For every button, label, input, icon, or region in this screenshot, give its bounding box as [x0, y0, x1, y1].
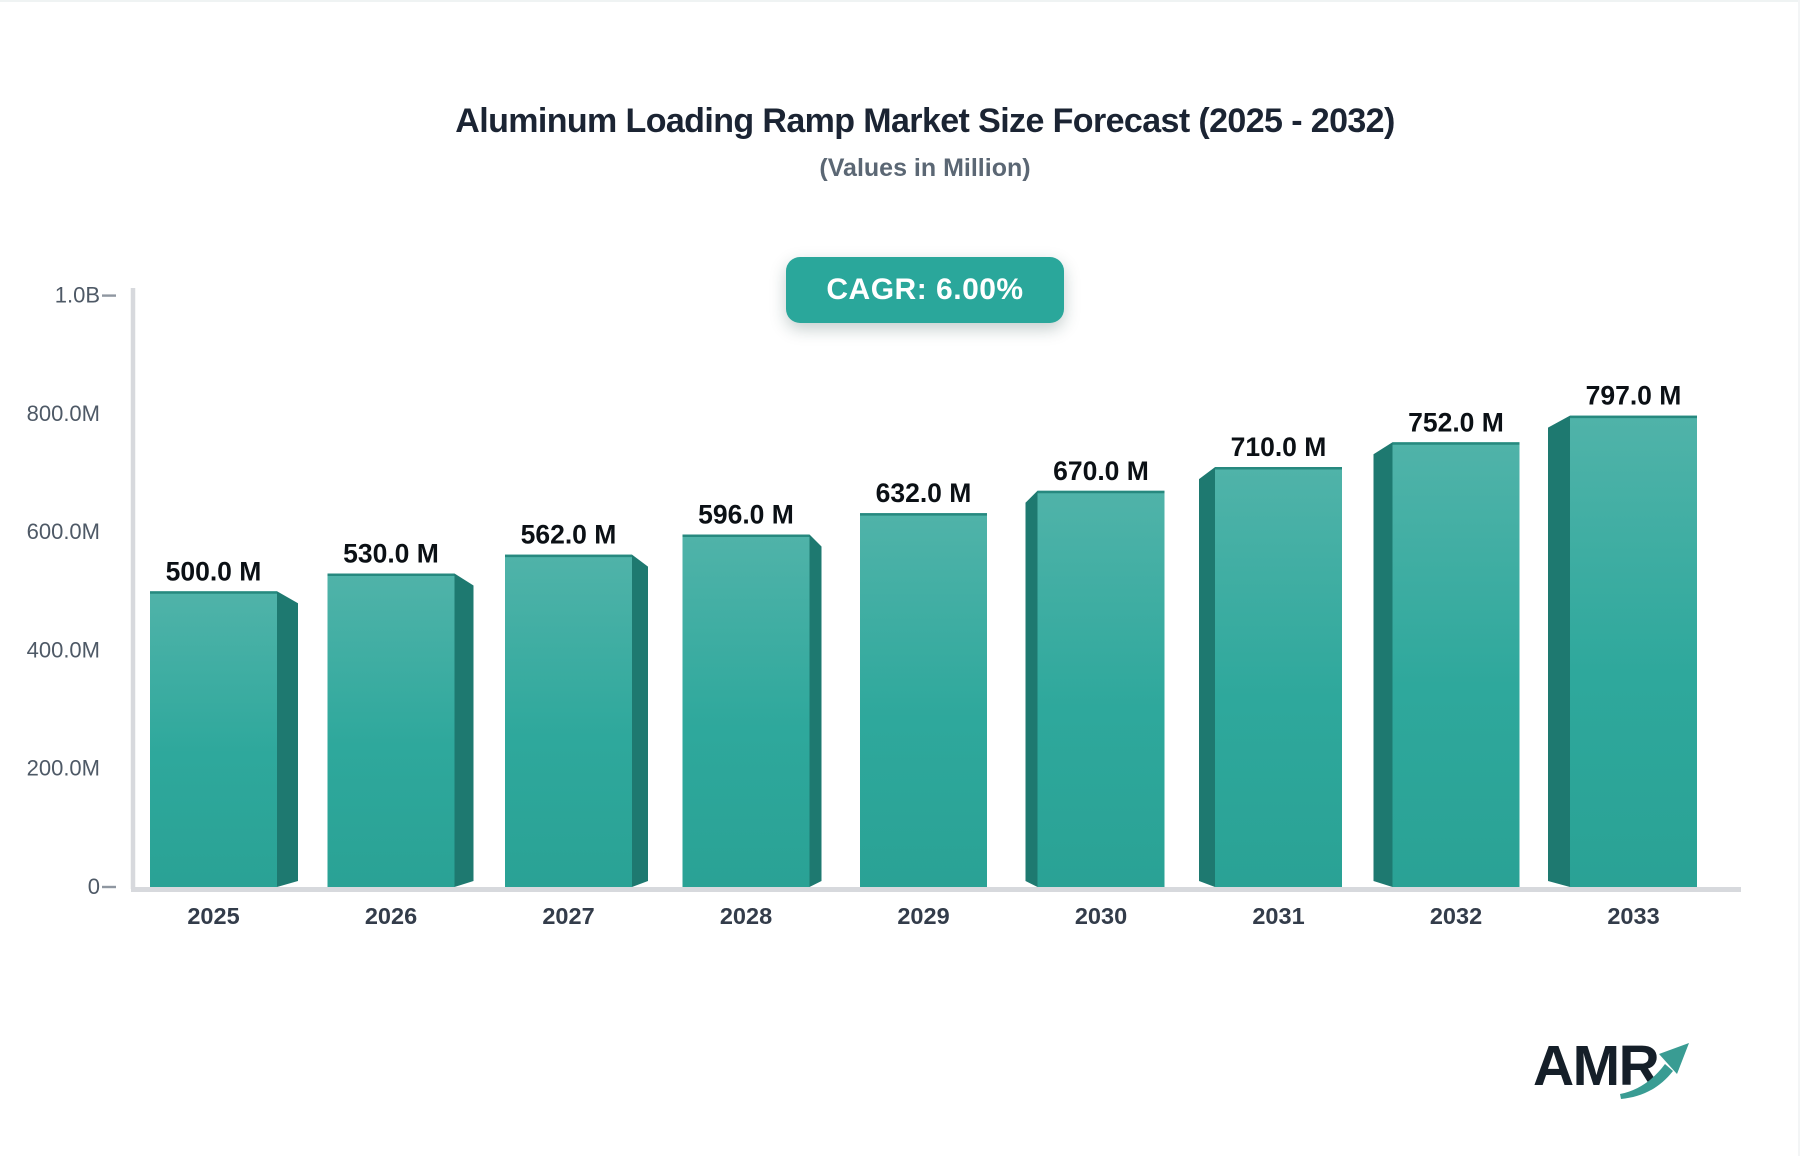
bar-2026[interactable]: [327, 573, 455, 887]
x-axis-tick-label: 2029: [897, 903, 949, 929]
bar-group-2027: 562.0 M 2027: [505, 520, 648, 929]
bar-2033[interactable]: [1570, 415, 1697, 887]
page-right-border: [1798, 0, 1800, 1156]
x-axis-tick-label: 2025: [187, 903, 239, 929]
x-axis-tick-label: 2028: [720, 903, 772, 929]
x-axis-tick-label: 2027: [542, 903, 594, 929]
chart-title: Aluminum Loading Ramp Market Size Foreca…: [455, 102, 1395, 140]
bar-group-2031: 710.0 M 2031: [1199, 432, 1342, 929]
bar-group-2030: 670.0 M 2030: [1025, 456, 1165, 929]
x-axis-tick-label: 2030: [1075, 903, 1127, 929]
x-axis-tick-label: 2026: [365, 903, 417, 929]
bar-value-label: 752.0 M: [1408, 407, 1504, 437]
trend-up-arrow-icon: [1620, 1043, 1689, 1099]
bar-side-panel: [1025, 490, 1038, 887]
bar-2027[interactable]: [505, 554, 632, 887]
bar-value-label: 670.0 M: [1053, 456, 1149, 486]
chart-subtitle: (Values in Million): [819, 153, 1031, 182]
bar-side-panel: [1548, 415, 1570, 887]
amr-logo: AMR: [1533, 1038, 1713, 1118]
bar-value-label: 710.0 M: [1231, 432, 1327, 462]
x-axis-tick-label: 2033: [1607, 903, 1659, 929]
bar-2031[interactable]: [1215, 467, 1342, 887]
y-axis-tick-label: 1.0B: [55, 283, 100, 308]
bar-2028[interactable]: [682, 534, 810, 887]
bar-value-label: 500.0 M: [166, 556, 262, 586]
bar-group-2029: 632.0 M 2029: [860, 478, 987, 929]
y-axis-tick-label: 200.0M: [27, 756, 100, 781]
bar-side-panel: [1199, 467, 1215, 887]
bar-value-label: 596.0 M: [698, 500, 794, 530]
bar-group-2026: 530.0 M 2026: [327, 539, 474, 929]
bar-group-2025: 500.0 M 2025: [150, 556, 298, 929]
y-axis-tick-label: 600.0M: [27, 519, 100, 544]
page-top-border: [0, 0, 1800, 2]
bar-value-label: 797.0 M: [1586, 381, 1682, 411]
amr-logo-text: AMR: [1533, 1034, 1660, 1098]
x-axis-tick-label: 2031: [1252, 903, 1304, 929]
bar-side-panel: [454, 573, 474, 887]
y-axis-tick-label: 400.0M: [27, 637, 100, 662]
bar-side-panel: [1373, 442, 1393, 887]
bar-value-label: 530.0 M: [343, 539, 439, 569]
bar-2029[interactable]: [860, 513, 987, 887]
bar-side-panel: [632, 554, 648, 887]
bar-2025[interactable]: [150, 591, 277, 887]
bar-group-2033: 797.0 M 2033: [1548, 381, 1697, 929]
bar-2030[interactable]: [1037, 490, 1165, 887]
chart-header: Aluminum Loading Ramp Market Size Foreca…: [50, 0, 1800, 323]
bar-2032[interactable]: [1392, 442, 1520, 887]
y-axis-tick-label: 800.0M: [27, 401, 100, 426]
bar-side-panel: [277, 591, 298, 887]
bar-value-label: 562.0 M: [521, 520, 617, 550]
y-axis-tick-label: 0: [88, 874, 100, 899]
bar-value-label: 632.0 M: [876, 478, 972, 508]
bar-group-2032: 752.0 M 2032: [1373, 407, 1520, 929]
bar-side-panel: [809, 534, 822, 887]
cagr-badge: CAGR: 6.00%: [786, 256, 1064, 323]
bar-group-2028: 596.0 M 2028: [682, 500, 822, 929]
x-axis-tick-label: 2032: [1430, 903, 1482, 929]
